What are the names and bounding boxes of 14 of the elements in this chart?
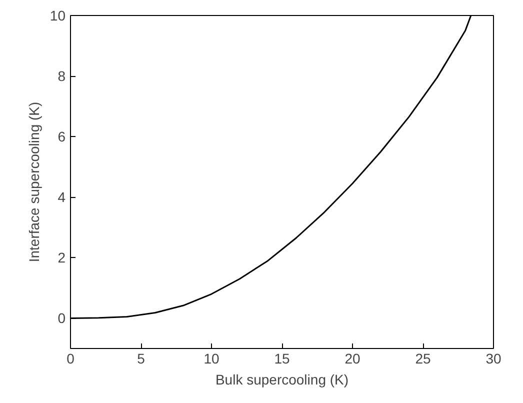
y-tick-label: 4 (58, 189, 66, 206)
x-tick-label: 5 (137, 350, 146, 366)
y-tick-label: 10 (50, 8, 66, 24)
y-axis-title: Interface supercooling (K) (26, 102, 42, 262)
x-tick-label: 30 (486, 350, 502, 366)
y-tick-label: 2 (58, 250, 66, 266)
x-tick-label: 25 (415, 350, 431, 366)
x-axis-title: Bulk supercooling (K) (215, 372, 349, 388)
x-tick-label: 10 (204, 350, 220, 366)
x-tick-label: 15 (274, 350, 290, 366)
y-tick-label: 8 (58, 68, 66, 84)
x-tick-label: 20 (344, 350, 360, 366)
y-tick-label: 6 (58, 128, 66, 145)
y-tick-label: 0 (58, 310, 66, 326)
